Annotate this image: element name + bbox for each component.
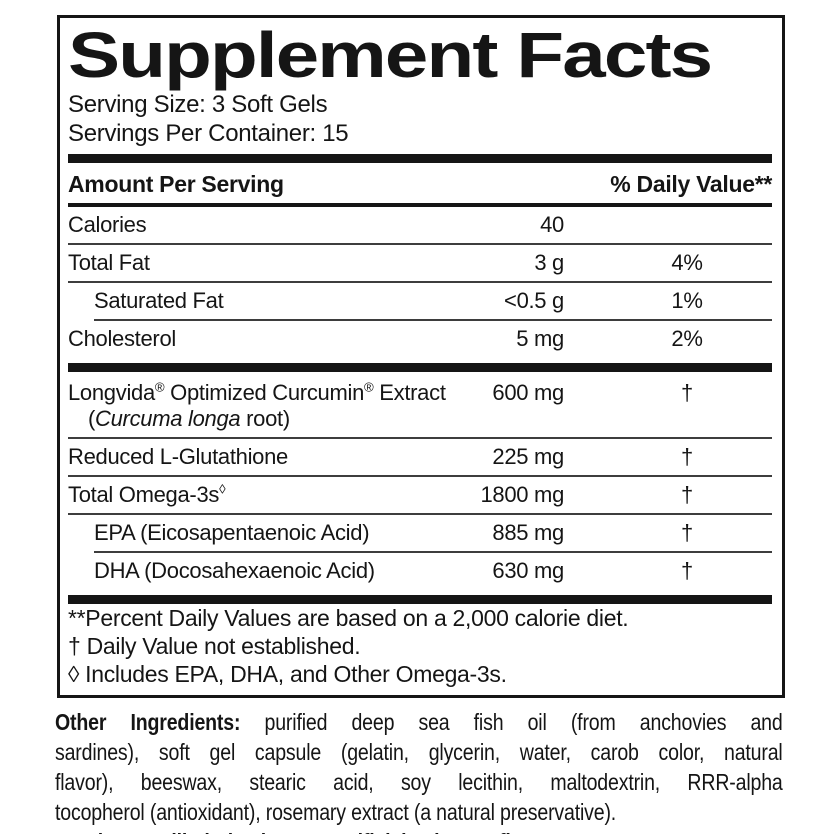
allergen-statement: No gluten, milk derivatives, or artifici… [55, 827, 783, 834]
footnote-lozenge: ◊ Includes EPA, DHA, and Other Omega-3s. [68, 661, 507, 687]
table-row-curcumin: Longvida® Optimized Curcumin® Extract (C… [68, 372, 772, 437]
thin-divider-indented [94, 551, 772, 553]
nutrient-amount: 5 mg [516, 326, 564, 351]
nutrient-name: Reduced L-Glutathione [68, 444, 288, 469]
nutrient-name: Saturated Fat [94, 288, 224, 313]
registered-mark: ® [154, 379, 165, 395]
nutrient-daily-value: † [681, 444, 693, 469]
table-row-dha: DHA (Docosahexaenoic Acid) 630 mg † [68, 553, 772, 589]
supplement-facts-panel: Supplement Facts Serving Size: 3 Soft Ge… [57, 15, 785, 698]
thick-divider [68, 154, 772, 163]
thin-divider [68, 281, 772, 283]
nutrient-name: Total Fat [68, 250, 150, 275]
thin-divider [68, 513, 772, 515]
nutrient-amount: 600 mg [492, 380, 564, 405]
servings-per-container: Servings Per Container: 15 [68, 120, 349, 147]
nutrient-daily-value: † [681, 482, 693, 507]
table-row-total-omega3: Total Omega-3s◊ 1800 mg † [68, 477, 772, 513]
nutrient-name: Longvida® Optimized Curcumin® Extract [68, 379, 446, 405]
panel-title: Supplement Facts [68, 19, 713, 91]
table-row-glutathione: Reduced L-Glutathione 225 mg † [68, 439, 772, 475]
nutrient-amount: 630 mg [492, 558, 564, 583]
footnote-dagger: † Daily Value not established. [68, 633, 361, 659]
other-ingredients-section: Other Ingredients: purified deep sea fis… [55, 707, 783, 834]
thin-divider-indented [94, 319, 772, 321]
registered-mark: ® [364, 379, 374, 395]
lozenge-mark: ◊ [219, 481, 226, 497]
thin-divider [68, 243, 772, 245]
nutrient-amount: 1800 mg [480, 482, 564, 507]
thick-divider [68, 595, 772, 604]
nutrient-name: Cholesterol [68, 326, 176, 351]
table-row-cholesterol: Cholesterol 5 mg 2% [68, 321, 772, 357]
thin-divider [68, 475, 772, 477]
other-ingredients-line: tocopherol (antioxidant), rosemary extra… [55, 799, 617, 825]
daily-value-header: % Daily Value** [610, 171, 772, 197]
nutrient-daily-value: 4% [671, 250, 703, 275]
nutrient-name-block: Longvida® Optimized Curcumin® Extract (C… [68, 380, 449, 432]
other-ingredients-line: sardines), soft gel capsule (gelatin, gl… [55, 739, 783, 765]
nutrient-amount: <0.5 g [504, 288, 564, 313]
table-row-calories: Calories 40 [68, 207, 772, 243]
table-header-row: Amount Per Serving % Daily Value** [68, 163, 772, 203]
table-row-total-fat: Total Fat 3 g 4% [68, 245, 772, 281]
nutrient-name: Total Omega-3s◊ [68, 481, 226, 507]
nutrient-daily-value: † [681, 520, 693, 545]
nutrient-amount: 225 mg [492, 444, 564, 469]
nutrient-name: Calories [68, 212, 147, 237]
nutrient-daily-value: 2% [671, 326, 703, 351]
table-row-epa: EPA (Eicosapentaenoic Acid) 885 mg † [68, 515, 772, 551]
nutrient-daily-value: † [681, 380, 693, 405]
table-row-saturated-fat: Saturated Fat <0.5 g 1% [68, 283, 772, 319]
nutrient-amount: 40 [540, 212, 564, 237]
nutrient-botanical-source: (Curcuma longa root) [88, 406, 290, 431]
nutrient-amount: 3 g [534, 250, 564, 275]
amount-per-serving-header: Amount Per Serving [68, 171, 284, 197]
footnote-daily-values: **Percent Daily Values are based on a 2,… [68, 605, 629, 631]
nutrient-name: EPA (Eicosapentaenoic Acid) [94, 520, 370, 545]
other-ingredients-line: flavor), beeswax, stearic acid, soy leci… [55, 769, 783, 795]
serving-size: Serving Size: 3 Soft Gels [68, 91, 328, 118]
nutrient-amount: 885 mg [492, 520, 564, 545]
thin-divider [68, 437, 772, 439]
other-ingredients-line: Other Ingredients: purified deep sea fis… [55, 709, 783, 735]
other-ingredients-label: Other Ingredients: [55, 709, 241, 735]
thick-divider [68, 363, 772, 372]
nutrient-daily-value: 1% [671, 288, 703, 313]
medium-divider [68, 203, 772, 207]
nutrient-name: DHA (Docosahexaenoic Acid) [94, 558, 375, 583]
nutrient-daily-value: † [681, 558, 693, 583]
